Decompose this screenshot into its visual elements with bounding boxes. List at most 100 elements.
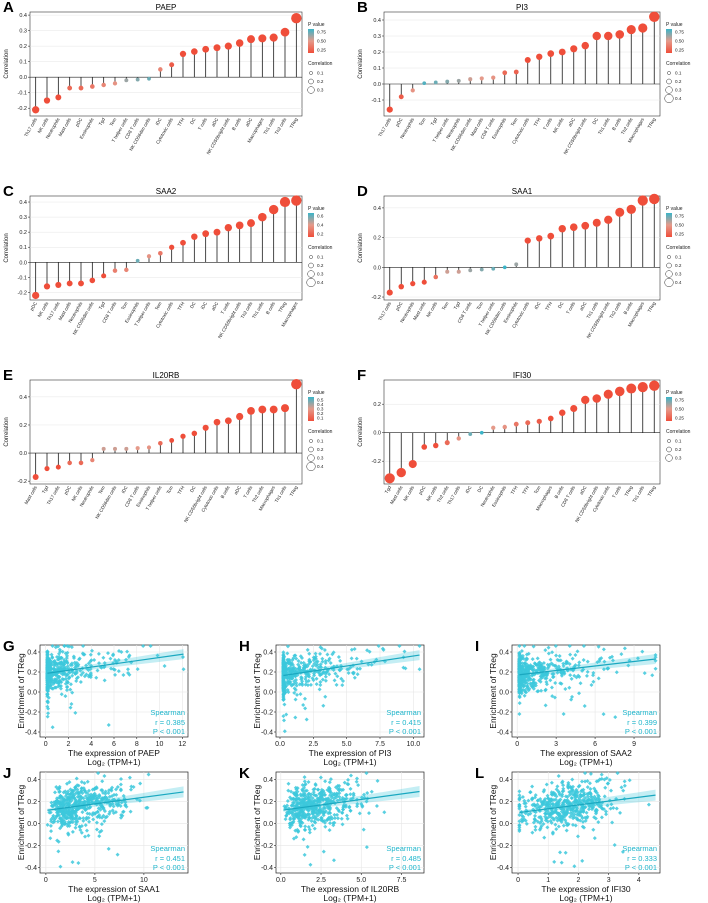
scatter-point: [338, 797, 343, 802]
scatter-point: [118, 804, 123, 809]
scatter-point: [614, 670, 619, 675]
scatter-point: [339, 816, 344, 821]
scatter-point: [332, 816, 337, 821]
scatter-point: [281, 682, 286, 687]
scatter-point: [546, 811, 551, 816]
scatter-point: [572, 864, 577, 869]
legend-size-circle: [308, 446, 314, 453]
scatter-point: [348, 665, 353, 670]
scatter-point: [88, 652, 93, 657]
lollipop-point: [502, 70, 508, 76]
regression-line: [519, 794, 656, 814]
scatter-point: [58, 667, 63, 672]
scatter-point: [325, 798, 330, 803]
y-tick-label: 0.4: [263, 650, 273, 657]
scatter-point: [49, 829, 54, 834]
scatter-point: [78, 679, 83, 684]
scatter-point: [70, 829, 75, 834]
scatter-point: [105, 797, 110, 802]
scatter-point: [325, 805, 330, 810]
scatter-point: [541, 822, 546, 827]
scatter-point: [561, 663, 566, 668]
scatter-point: [583, 795, 588, 800]
scatter-point: [63, 789, 68, 794]
scatter-point: [323, 661, 328, 666]
scatter-point: [593, 811, 598, 816]
lollipop-point: [604, 215, 613, 224]
lollipop-point: [513, 69, 519, 75]
scatter-point: [128, 787, 133, 792]
scatter-point: [596, 676, 601, 681]
scatter-point: [323, 658, 328, 663]
scatter-point: [565, 801, 570, 806]
x-tick-label: 10: [140, 877, 148, 884]
scatter-point: [91, 817, 96, 822]
scatter-point: [545, 825, 550, 830]
scatter-point: [57, 679, 62, 684]
x-tick-label: Tgd: [41, 485, 50, 495]
scatter-point: [294, 692, 299, 697]
scatter-point: [327, 828, 332, 833]
scatter-point: [569, 676, 574, 681]
scatter-point: [114, 792, 119, 797]
scatter-point: [580, 824, 585, 829]
scatter-point: [314, 808, 319, 813]
scatter-point: [335, 674, 340, 679]
legend-size-tick: 0.3: [675, 456, 682, 461]
scatter-point: [554, 794, 559, 799]
scatter-point: [554, 653, 559, 658]
stats-method: Spearman: [386, 844, 421, 853]
panel-k: K 0.0 2.5 5.0 7.5 -0.4 -0.2 0.0 0.2 0.4 Spearmanr …: [239, 765, 425, 903]
scatter-point: [78, 828, 83, 833]
lollipop-point: [89, 84, 95, 89]
panel-title: PI3: [516, 3, 529, 12]
scatter-point: [76, 805, 81, 810]
scatter-point: [303, 827, 308, 832]
scatter-point: [551, 671, 556, 676]
scatter-point: [101, 805, 106, 810]
scatter-point: [550, 694, 555, 699]
scatter-point: [585, 794, 590, 799]
scatter-point: [554, 803, 559, 808]
scatter-point: [548, 678, 553, 683]
x-tick-label: iDC: [464, 484, 472, 494]
scatter-point: [551, 816, 556, 821]
scatter-point: [537, 678, 542, 683]
scatter-point: [305, 647, 310, 652]
scatter-point: [73, 785, 78, 790]
scatter-point: [121, 672, 126, 677]
scatter-point: [107, 809, 112, 814]
scatter-point: [309, 792, 314, 797]
plot-frame: [383, 195, 661, 301]
x-tick-label: TFH: [177, 301, 186, 311]
scatter-point: [305, 683, 310, 688]
y-tick-label: 0.4: [373, 18, 381, 24]
scatter-point: [599, 815, 604, 820]
x-tick-label: aDC: [233, 484, 242, 495]
scatter-point: [63, 676, 68, 681]
x-tick-label: Th2 cells: [609, 300, 623, 319]
legend: P value 0.75 0.50 0.25 Correlation 0.1 0.2 0.3: [307, 22, 333, 94]
scatter-point: [351, 670, 356, 675]
scatter-point: [548, 657, 553, 662]
x-tick-label: 10.0: [407, 741, 421, 748]
scatter-point: [114, 802, 119, 807]
x-tick-label: 9: [632, 741, 636, 748]
scatter-point: [293, 666, 298, 671]
scatter-point: [588, 771, 593, 776]
y-axis-label: Enrichment of TReg: [488, 653, 498, 729]
scatter-point: [570, 694, 575, 699]
scatter-point: [567, 661, 572, 666]
lollipop-point: [445, 269, 450, 274]
scatter-point: [334, 682, 339, 687]
scatter-point: [46, 706, 51, 711]
x-tick-label: T cells: [220, 300, 231, 315]
scatter-point: [95, 809, 100, 814]
lollipop-point: [191, 430, 198, 437]
scatter-point: [517, 701, 522, 706]
scatter-point: [86, 788, 91, 793]
scatter-point: [309, 818, 314, 823]
scatter-point: [574, 799, 579, 804]
scatter-point: [307, 812, 312, 817]
scatter-point: [312, 826, 317, 831]
